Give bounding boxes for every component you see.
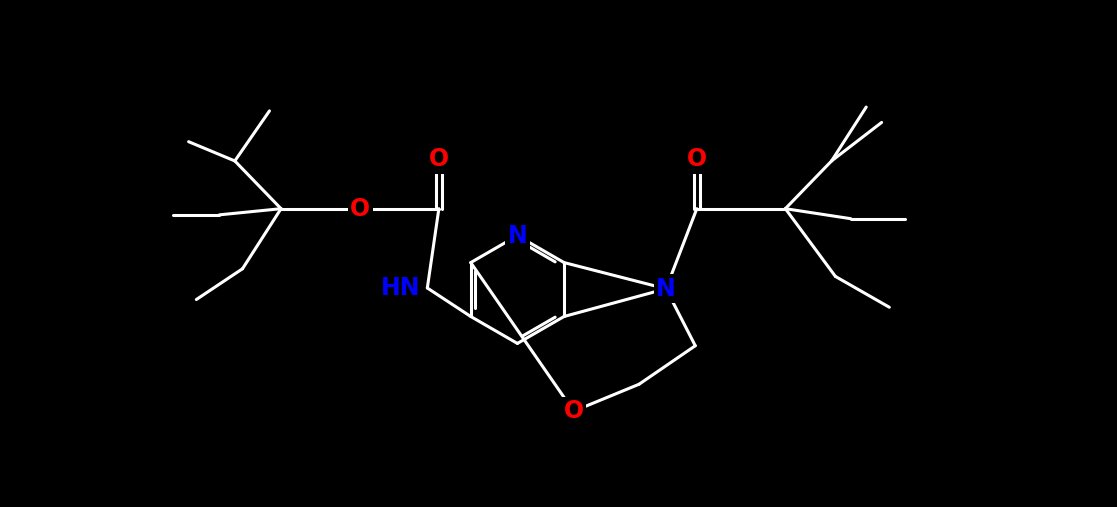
Text: N: N [507,224,527,247]
Text: O: O [564,399,584,423]
Text: O: O [429,148,449,171]
Text: O: O [351,197,371,221]
Text: HN: HN [381,276,420,300]
Text: N: N [656,277,676,301]
Text: O: O [687,148,707,171]
